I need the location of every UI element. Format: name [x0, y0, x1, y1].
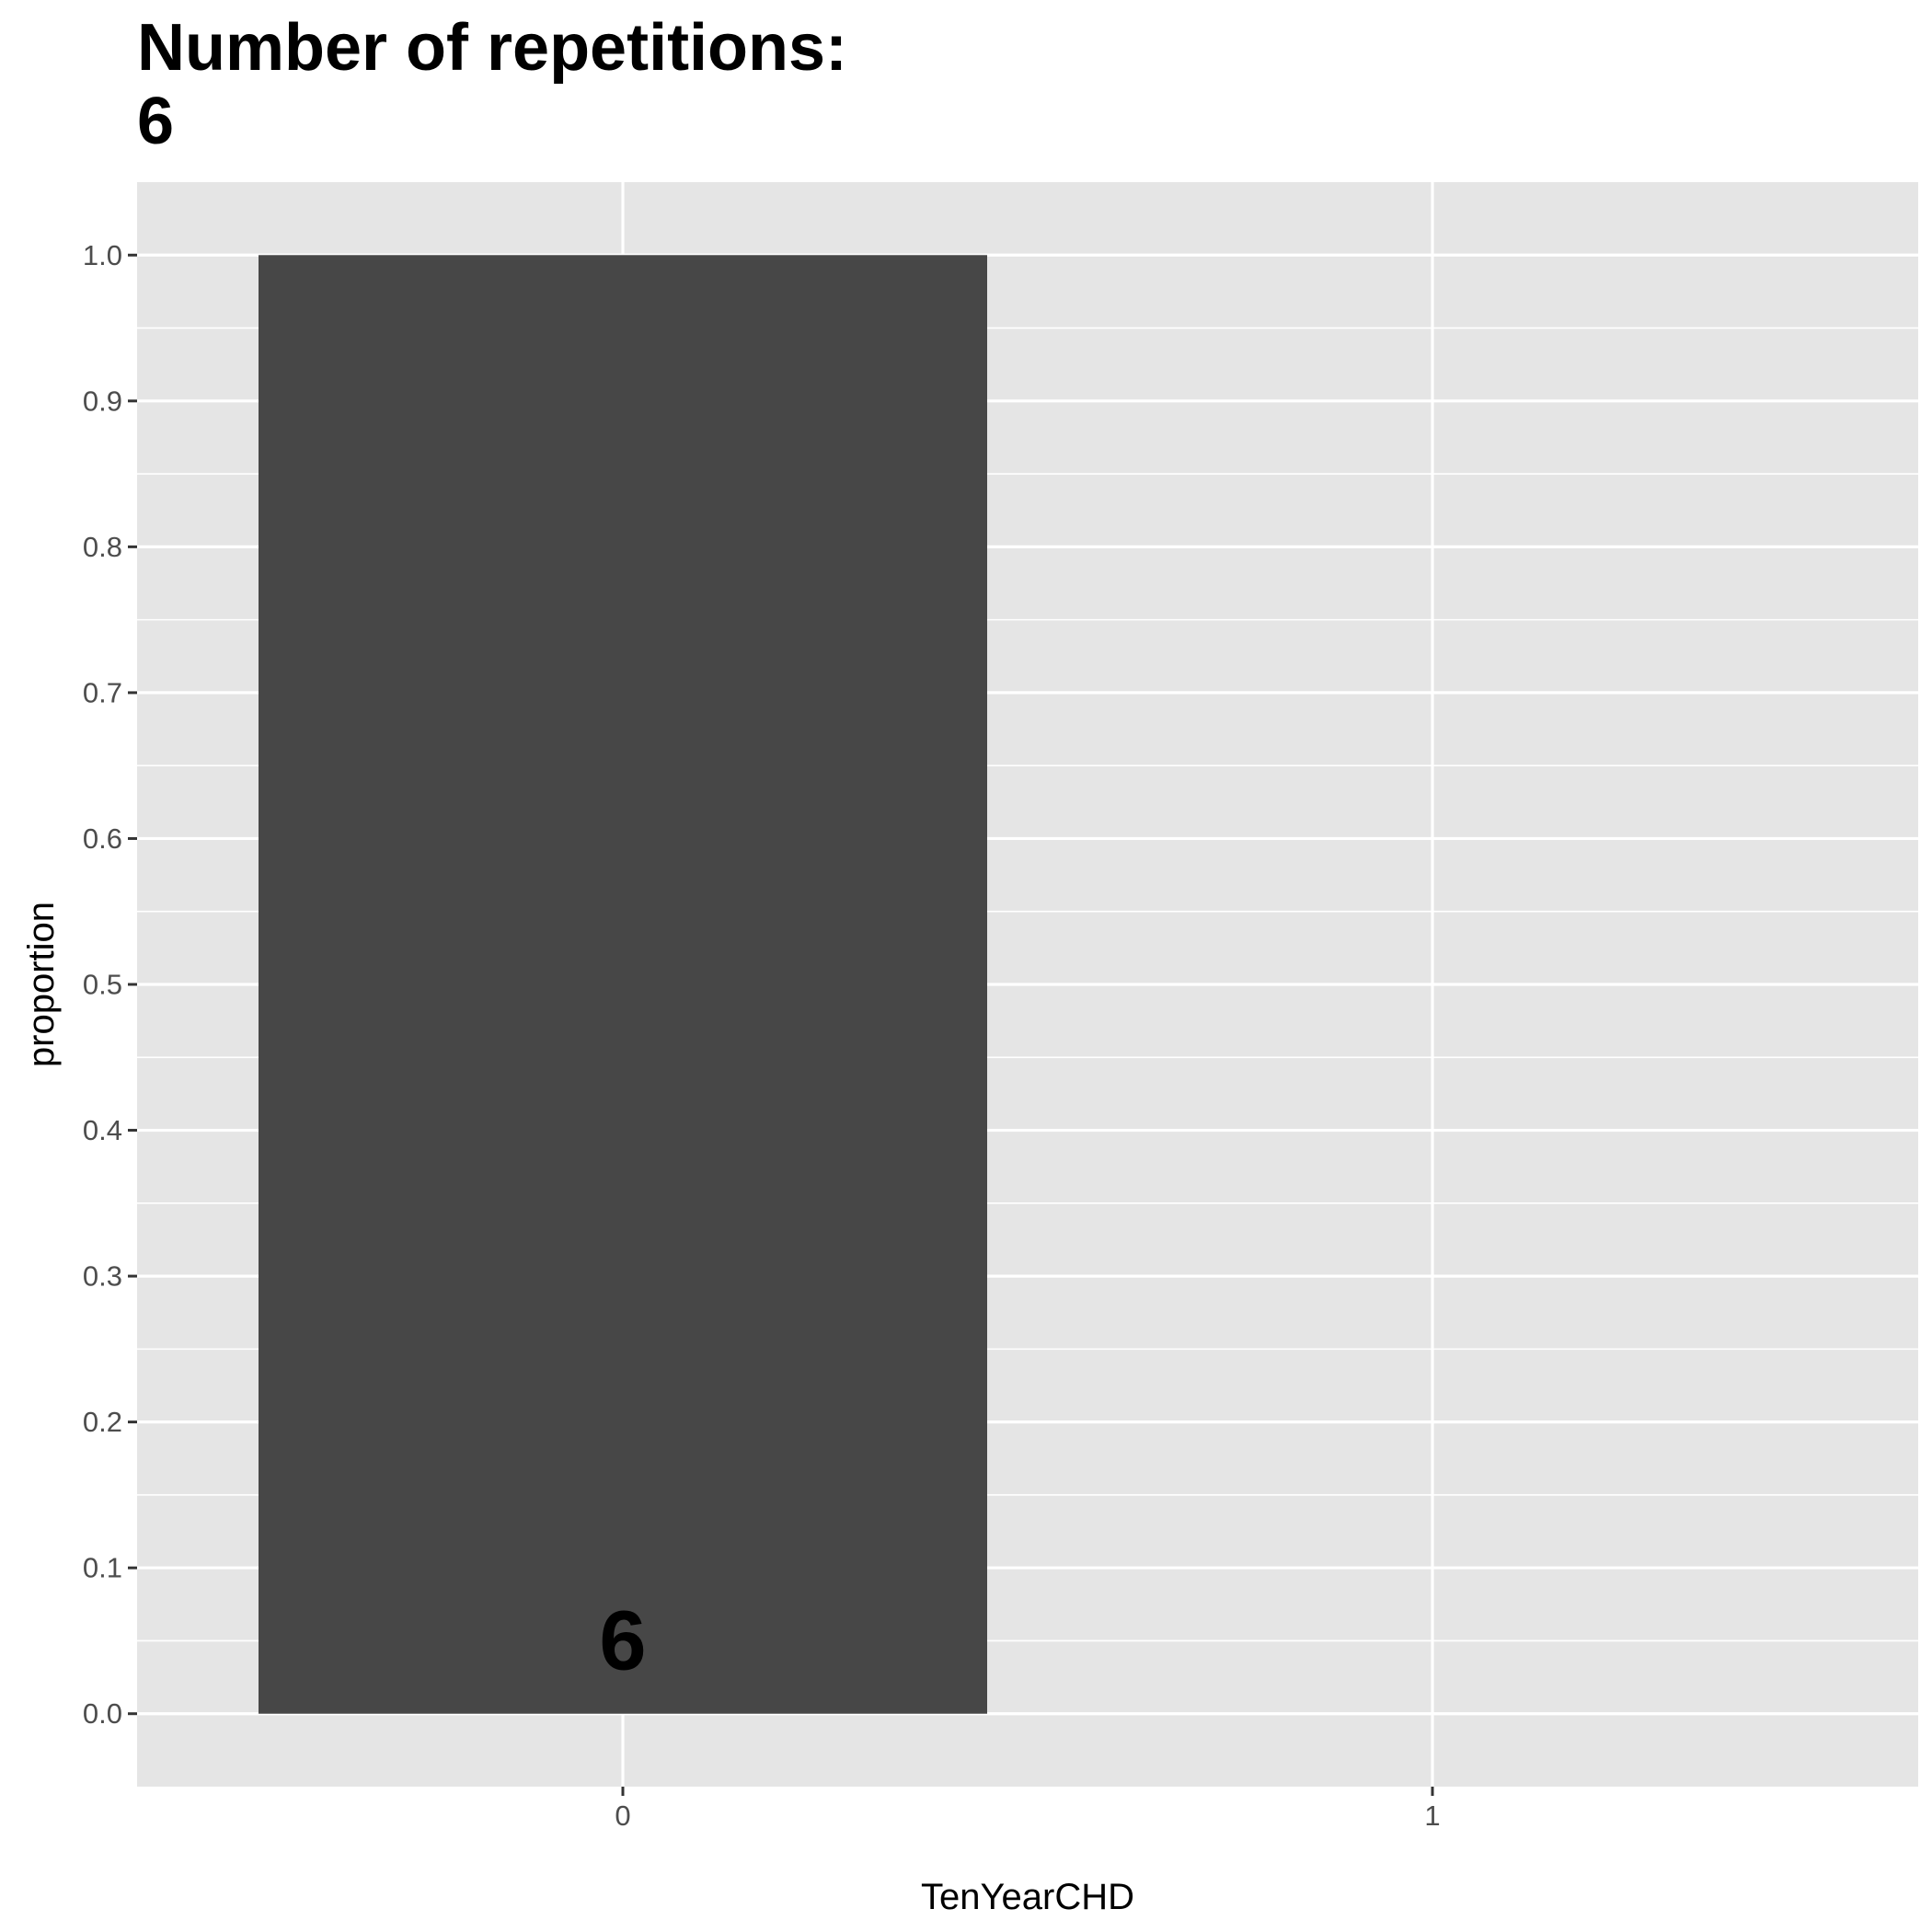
- x-axis-title: TenYearCHD: [921, 1877, 1134, 1917]
- bars: [259, 255, 987, 1714]
- data-label: 6: [599, 1593, 646, 1687]
- y-tick-label: 0.5: [83, 969, 122, 1001]
- y-axis: 0.0 0.1 0.2 0.3 0.4 0.5 0.6 0.7 0.8 0.9 1.0: [83, 239, 137, 1730]
- chart-title: Number of repetitions:6: [137, 11, 847, 158]
- y-tick-label: 0.6: [83, 822, 122, 855]
- chart-title-line: Number of repetitions:: [137, 11, 847, 85]
- chart-title-line: 6: [137, 85, 174, 158]
- data-labels: 6: [599, 1593, 646, 1687]
- y-tick-label: 0.8: [83, 531, 122, 563]
- y-tick-label: 0.1: [83, 1552, 122, 1584]
- y-tick-label: 0.4: [83, 1114, 122, 1146]
- x-tick-label: 0: [615, 1800, 630, 1832]
- bar-0: [259, 255, 987, 1714]
- y-tick-label: 1.0: [83, 239, 122, 271]
- y-tick-label: 0.9: [83, 385, 122, 417]
- y-axis-title: proportion: [21, 902, 62, 1067]
- y-tick-label: 0.2: [83, 1406, 122, 1438]
- y-tick-label: 0.3: [83, 1260, 122, 1293]
- y-tick-label: 0.0: [83, 1697, 122, 1730]
- x-tick-label: 1: [1424, 1800, 1440, 1832]
- y-tick-label: 0.7: [83, 676, 122, 708]
